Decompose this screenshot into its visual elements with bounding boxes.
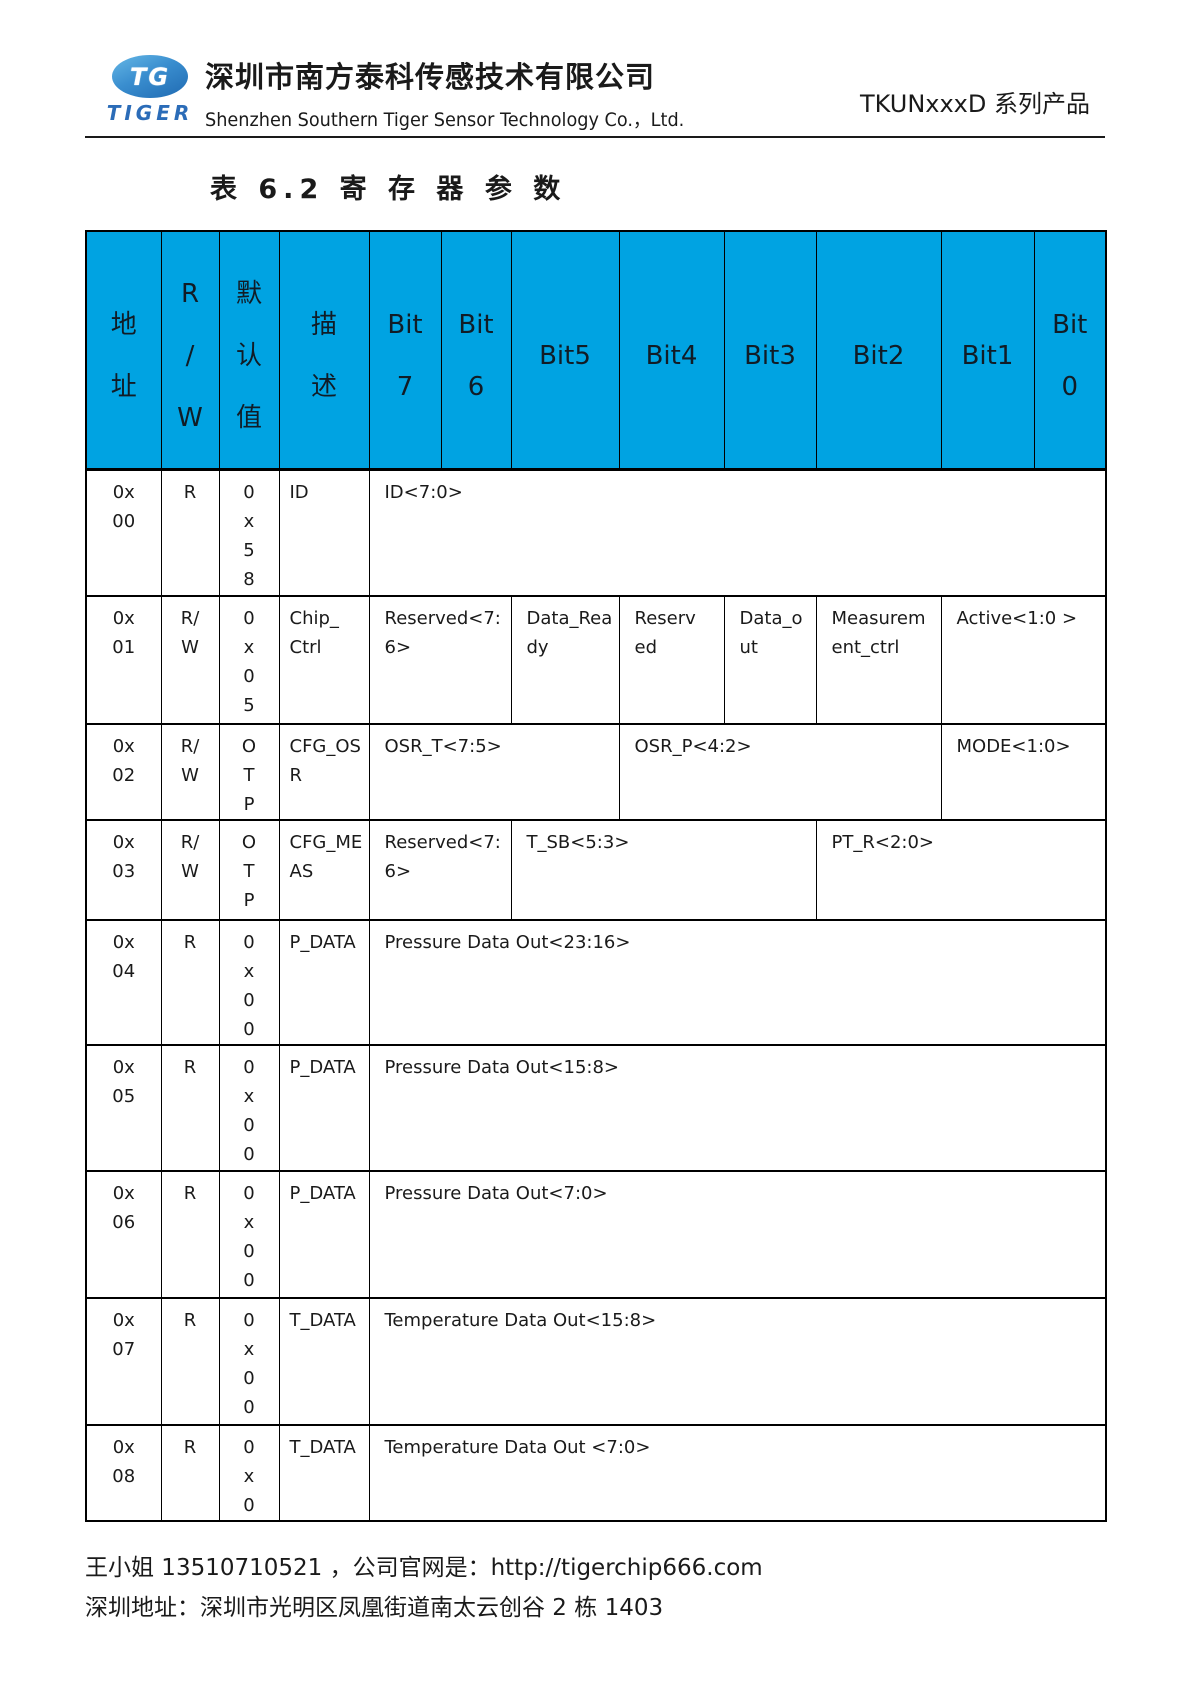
company-name-english: Shenzhen Southern Tiger Sensor Technolog… <box>205 109 685 131</box>
cell-address: 0x 08 <box>85 1424 162 1522</box>
cell-address: 0x 06 <box>85 1170 162 1299</box>
cell-bitfield: T_SB<5:3> <box>510 819 817 921</box>
cell-address: 0x 01 <box>85 595 162 725</box>
cell-description: ID <box>278 468 370 597</box>
cell-address: 0x 04 <box>85 919 162 1046</box>
cell-bitfield: Measurem ent_ctrl <box>815 595 942 725</box>
cell-default-value: 0 x 0 5 <box>218 595 280 725</box>
cell-description: T_DATA <box>278 1424 370 1522</box>
col-header-bit1: Bit1 <box>940 230 1035 471</box>
register-row: 0x 06 R 0 x 0 0 P_DATA Pressure Data Out<7:0… <box>85 1170 1107 1299</box>
cell-default-value: 0 x 0 <box>218 1424 280 1522</box>
company-names: 深圳市南方泰科传感技术有限公司 Shenzhen Southern Tiger … <box>205 54 720 132</box>
cell-description: Chip_ Ctrl <box>278 595 370 725</box>
cell-bitfield: Reserved<7: 6> <box>368 819 512 921</box>
footer-contact-line: 王小姐 13510710521 ，公司官网是：http://tigerchip6… <box>85 1555 763 1581</box>
cell-bitfield: Temperature Data Out <7:0> <box>368 1424 1107 1522</box>
cell-bitfield: Reserv ed <box>618 595 725 725</box>
cell-default-value: 0 x 0 0 <box>218 919 280 1046</box>
cell-bitfield: Data_o ut <box>723 595 817 725</box>
register-row: 0x 04 R 0 x 0 0 P_DATA Pressure Data Out<23:… <box>85 919 1107 1046</box>
cell-default-value: 0 x 0 0 <box>218 1297 280 1426</box>
col-header-bit6: Bit 6 <box>440 230 512 471</box>
product-series-label: TKUNxxxD 系列产品 <box>860 90 1090 118</box>
cell-bitfield: Pressure Data Out<15:8> <box>368 1044 1107 1172</box>
cell-read-write: R <box>160 468 220 597</box>
footer-address-line: 深圳地址：深圳市光明区凤凰街道南太云创谷 2 栋 1403 <box>85 1595 664 1621</box>
cell-read-write: R <box>160 1297 220 1426</box>
cell-default-value: 0 x 0 0 <box>218 1044 280 1172</box>
cell-read-write: R <box>160 919 220 1046</box>
cell-bitfield: Reserved<7: 6> <box>368 595 512 725</box>
cell-read-write: R <box>160 1424 220 1522</box>
col-header-bit4: Bit4 <box>618 230 725 471</box>
cell-address: 0x 00 <box>85 468 162 597</box>
cell-description: P_DATA <box>278 1170 370 1299</box>
cell-bitfield: MODE<1:0> <box>940 723 1107 821</box>
company-name-chinese: 深圳市南方泰科传感技术有限公司 <box>205 60 656 94</box>
col-header-bit0: Bit 0 <box>1033 230 1107 471</box>
cell-default-value: 0 x 0 0 <box>218 1170 280 1299</box>
cell-address: 0x 02 <box>85 723 162 821</box>
cell-description: T_DATA <box>278 1297 370 1426</box>
col-header-bit7: Bit 7 <box>368 230 442 471</box>
cell-default-value: O T P <box>218 723 280 821</box>
cell-description: CFG_OS R <box>278 723 370 821</box>
tiger-logo-icon: TG <box>112 55 188 98</box>
page-footer: 王小姐 13510710521 ，公司官网是：http://tigerchip6… <box>85 1548 763 1628</box>
col-header-bit2: Bit2 <box>815 230 942 471</box>
register-row: 0x 07 R 0 x 0 0 T_DATA Temperature Data Out<… <box>85 1297 1107 1426</box>
logo-wordmark: TIGER <box>106 101 194 125</box>
cell-bitfield: Pressure Data Out<7:0> <box>368 1170 1107 1299</box>
company-logo: TG TIGER <box>100 55 200 125</box>
cell-read-write: R/ W <box>160 595 220 725</box>
header-divider <box>85 136 1105 138</box>
col-header-bit3: Bit3 <box>723 230 817 471</box>
register-row: 0x 00 R 0 x 5 8 ID ID<7:0> <box>85 468 1107 597</box>
logo-monogram: TG <box>129 62 171 91</box>
cell-read-write: R/ W <box>160 819 220 921</box>
col-header-address: 地 址 <box>85 230 162 471</box>
register-row: 0x 05 R 0 x 0 0 P_DATA Pressure Data Out<15:… <box>85 1044 1107 1172</box>
cell-description: P_DATA <box>278 919 370 1046</box>
cell-description: P_DATA <box>278 1044 370 1172</box>
col-header-rw: R / W <box>160 230 220 471</box>
cell-bitfield: Pressure Data Out<23:16> <box>368 919 1107 1046</box>
cell-read-write: R/ W <box>160 723 220 821</box>
table-caption: 表 6.2 寄 存 器 参 数 <box>210 174 567 205</box>
cell-default-value: 0 x 5 8 <box>218 468 280 597</box>
cell-read-write: R <box>160 1170 220 1299</box>
cell-description: CFG_ME AS <box>278 819 370 921</box>
cell-address: 0x 07 <box>85 1297 162 1426</box>
cell-bitfield: OSR_P<4:2> <box>618 723 942 821</box>
cell-default-value: O T P <box>218 819 280 921</box>
cell-bitfield: Data_Rea dy <box>510 595 620 725</box>
cell-address: 0x 03 <box>85 819 162 921</box>
cell-bitfield: Active<1:0 > <box>940 595 1107 725</box>
cell-bitfield: OSR_T<7:5> <box>368 723 620 821</box>
col-header-desc: 描 述 <box>278 230 370 471</box>
col-header-default: 默 认 值 <box>218 230 280 471</box>
cell-bitfield: ID<7:0> <box>368 468 1107 597</box>
cell-bitfield: PT_R<2:0> <box>815 819 1107 921</box>
cell-bitfield: Temperature Data Out<15:8> <box>368 1297 1107 1426</box>
cell-address: 0x 05 <box>85 1044 162 1172</box>
register-row: 0x 08 R 0 x 0 T_DATA Temperature Data Out <7… <box>85 1424 1107 1522</box>
col-header-bit5: Bit5 <box>510 230 620 471</box>
cell-read-write: R <box>160 1044 220 1172</box>
